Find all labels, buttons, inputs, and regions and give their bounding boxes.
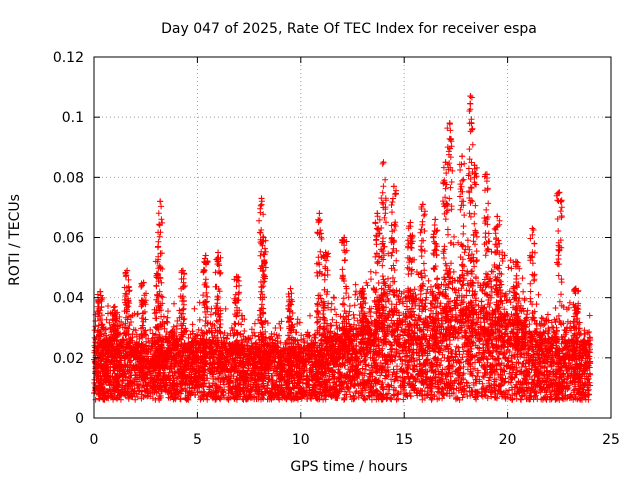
x-tick-label: 20 (499, 432, 517, 448)
roti-points (91, 93, 594, 403)
y-tick-label: 0.04 (53, 291, 84, 307)
roti-peak-point (459, 153, 466, 160)
roti-peak-point (140, 279, 147, 286)
roti-peak-point (322, 249, 329, 256)
y-axis-label: ROTI / TECUs (7, 194, 23, 286)
roti-peak-point (572, 285, 579, 292)
y-axis-ticks: 0 0.02 0.04 0.06 0.08 0.1 0.12 (53, 50, 611, 427)
roti-peak-point (446, 120, 453, 127)
roti-peak-point (442, 159, 449, 166)
x-tick-label: 0 (90, 432, 99, 448)
roti-peak-point (258, 195, 265, 202)
roti-peak-point (380, 159, 387, 166)
y-tick-label: 0.06 (53, 231, 84, 247)
roti-peak-point (374, 210, 381, 217)
roti-peak-point (471, 162, 478, 169)
x-tick-label: 25 (602, 432, 620, 448)
y-tick-label: 0 (75, 411, 84, 427)
roti-peak-point (494, 213, 501, 220)
x-tick-label: 15 (395, 432, 413, 448)
roti-peak-point (483, 171, 490, 178)
roti-peak-point (316, 210, 323, 217)
x-tick-label: 5 (193, 432, 202, 448)
roti-peak-point (155, 243, 162, 250)
roti-peak-point (179, 267, 186, 274)
roti-peak-point (419, 201, 426, 208)
x-tick-label: 10 (292, 432, 310, 448)
roti-peak-point (202, 252, 209, 259)
y-tick-label: 0.1 (62, 110, 84, 126)
roti-peak-point (341, 234, 348, 241)
roti-peak-point (512, 258, 519, 265)
roti-peak-point (432, 216, 439, 223)
roti-peak-point (467, 93, 474, 100)
y-tick-label: 0.12 (53, 50, 84, 66)
roti-peak-point (529, 225, 536, 232)
y-tick-label: 0.02 (53, 351, 84, 367)
data-points (91, 93, 594, 403)
roti-peak-point (359, 285, 366, 292)
roti-peak-point (260, 234, 267, 241)
x-axis-ticks: 0 5 10 15 20 25 (90, 57, 620, 448)
roti-peak-point (157, 198, 164, 205)
roti-peak-point (233, 273, 240, 280)
roti-peak-point (215, 249, 222, 256)
y-tick-label: 0.08 (53, 170, 84, 186)
roti-peak-point (287, 285, 294, 292)
x-axis-label: GPS time / hours (290, 459, 407, 475)
roti-peak-point (390, 183, 397, 190)
roti-peak-point (124, 267, 131, 274)
roti-peak-point (97, 288, 104, 295)
roti-peak-point (556, 189, 563, 196)
roti-peak-point (111, 303, 118, 310)
chart-title: Day 047 of 2025, Rate Of TEC Index for r… (161, 21, 537, 37)
roti-peak-point (407, 219, 414, 226)
